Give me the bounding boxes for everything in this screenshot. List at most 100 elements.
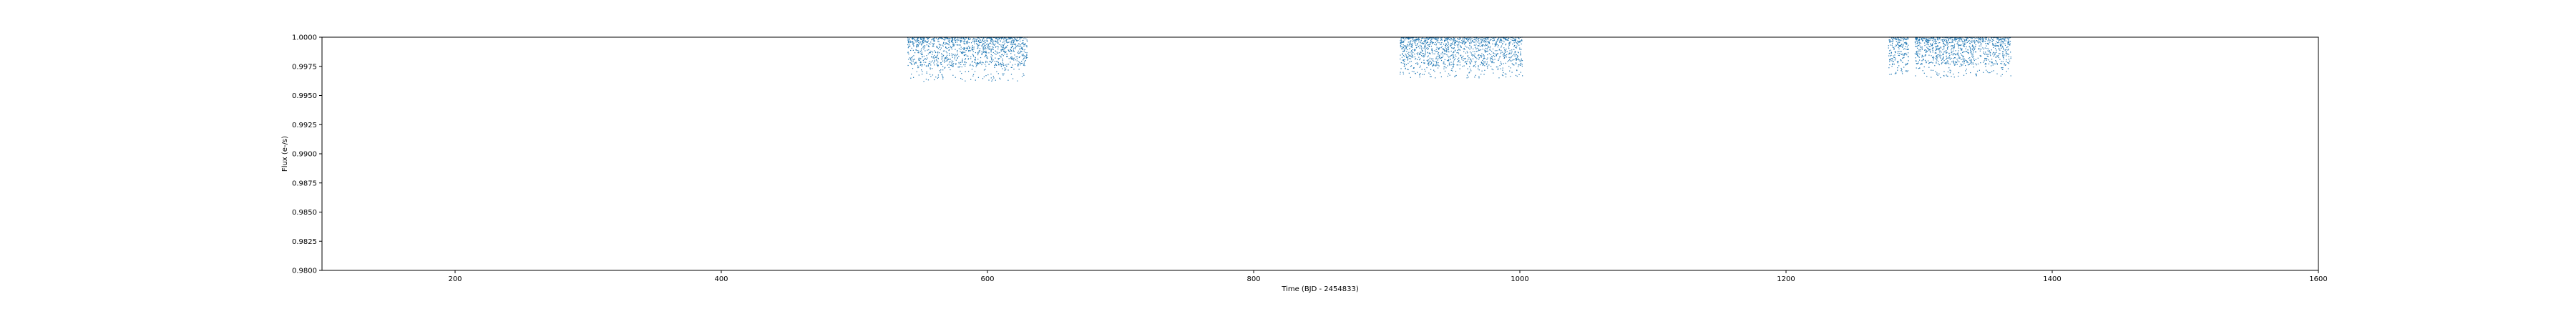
flux-point [1478,45,1479,46]
flux-point [1906,46,1908,48]
flux-point [1494,53,1496,54]
flux-point [961,52,962,54]
flux-point [1932,57,1933,59]
flux-point [1916,63,1917,64]
flux-point [1980,56,1981,57]
flux-point [962,51,964,52]
flux-point [1899,45,1901,46]
y-tick-label: 0.9925 [292,122,317,129]
flux-point [1498,49,1500,51]
flux-point [1483,38,1485,39]
flux-point [1480,49,1482,51]
flux-point [1483,54,1484,56]
flux-point [1427,41,1428,43]
flux-point [960,37,962,39]
flux-point [999,77,1000,79]
flux-point [1473,44,1475,46]
flux-point [1470,41,1472,43]
flux-point [997,42,999,44]
flux-point [1404,65,1405,67]
flux-point [952,54,954,56]
flux-point [914,39,915,41]
flux-point [1924,55,1926,57]
flux-point [1923,38,1925,39]
flux-point [1448,59,1450,60]
flux-point [1926,39,1928,41]
flux-point [2006,37,2008,39]
flux-point [1470,47,1472,49]
flux-point [1893,46,1895,49]
flux-point [997,52,998,54]
flux-point [1493,39,1495,41]
flux-point [2003,57,2004,58]
flux-point [942,66,944,67]
flux-point [976,64,977,66]
flux-point [1428,62,1430,64]
flux-point [1958,56,1960,57]
flux-point [1407,57,1409,59]
flux-point [1939,37,1941,39]
flux-point [1400,68,1402,69]
flux-point [1954,64,1956,66]
flux-point [1998,46,1999,47]
flux-point [1509,70,1511,72]
flux-point [1979,50,1981,52]
flux-point [1441,37,1443,39]
flux-point [984,51,985,52]
flux-point [1473,54,1475,56]
flux-point [1403,45,1405,46]
flux-point [1508,44,1510,46]
flux-point [1448,62,1450,64]
flux-point [1435,57,1437,59]
flux-point [1005,39,1008,41]
flux-point [1959,57,1961,59]
flux-point [1968,57,1969,59]
flux-point [965,58,967,59]
flux-point [1921,46,1923,48]
flux-point [972,61,973,62]
flux-point [1959,57,1961,59]
flux-point [2000,39,2001,40]
flux-point [1496,44,1498,45]
flux-point [1023,55,1025,57]
flux-point [1935,43,1936,44]
flux-point [1938,47,1941,49]
flux-point [976,43,977,44]
flux-point [1918,39,1920,40]
flux-point [1947,37,1948,39]
flux-point [2008,39,2009,41]
flux-point [975,52,976,54]
y-axis-ticks: 0.98000.98250.98500.98750.99000.99250.99… [292,34,322,275]
flux-point [1903,53,1905,54]
flux-point [1440,37,1441,39]
flux-point [1026,54,1028,56]
flux-point [1448,39,1450,41]
flux-point [1996,41,1997,42]
flux-point [1928,54,1930,56]
flux-point [1515,41,1516,43]
flux-point [1999,53,2001,54]
flux-point [932,60,933,62]
flux-point [1021,51,1023,52]
flux-point [957,37,959,39]
flux-point [1478,77,1480,79]
flux-point [1941,62,1943,64]
flux-point [1418,39,1420,40]
flux-point [922,59,924,61]
x-tick-label: 600 [980,275,994,283]
flux-point [1434,50,1435,52]
flux-point [1891,65,1893,67]
flux-point [1435,37,1437,39]
flux-point [2007,68,2009,69]
flux-point [1447,44,1448,46]
flux-point [1905,46,1906,47]
flux-point [1011,42,1013,44]
flux-point [1892,46,1893,48]
flux-point [1475,74,1476,76]
flux-point [1960,52,1961,54]
flux-point [1419,59,1420,61]
flux-point [942,75,943,77]
flux-point [990,38,992,39]
flux-point [1953,37,1956,39]
